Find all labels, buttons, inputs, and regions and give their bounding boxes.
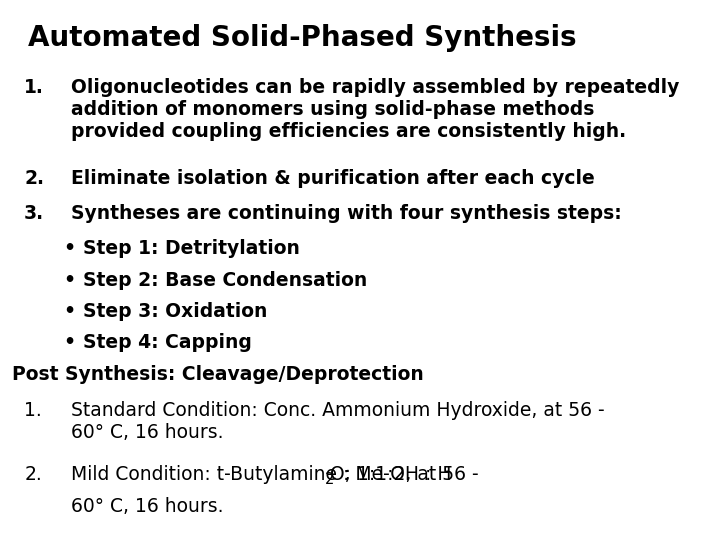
Text: •: • bbox=[63, 302, 76, 321]
Text: •: • bbox=[63, 333, 76, 352]
Text: 1.: 1. bbox=[24, 78, 44, 97]
Text: 2.: 2. bbox=[24, 169, 44, 188]
Text: 2: 2 bbox=[325, 472, 334, 487]
Text: Syntheses are continuing with four synthesis steps:: Syntheses are continuing with four synth… bbox=[71, 204, 622, 223]
Text: Post Synthesis: Cleavage/Deprotection: Post Synthesis: Cleavage/Deprotection bbox=[12, 364, 424, 383]
Text: •: • bbox=[63, 271, 76, 289]
Text: O; 1:1:2, at 56 -: O; 1:1:2, at 56 - bbox=[330, 465, 478, 484]
Text: 60° C, 16 hours.: 60° C, 16 hours. bbox=[71, 497, 224, 516]
Text: 1.: 1. bbox=[24, 401, 42, 420]
Text: 2.: 2. bbox=[24, 465, 42, 484]
Text: •: • bbox=[63, 239, 76, 258]
Text: Standard Condition: Conc. Ammonium Hydroxide, at 56 -
60° C, 16 hours.: Standard Condition: Conc. Ammonium Hydro… bbox=[71, 401, 605, 442]
Text: Step 1: Detritylation: Step 1: Detritylation bbox=[84, 239, 300, 258]
Text: Oligonucleotides can be rapidly assembled by repeatedly
addition of monomers usi: Oligonucleotides can be rapidly assemble… bbox=[71, 78, 680, 141]
Text: 3.: 3. bbox=[24, 204, 44, 223]
Text: Step 2: Base Condensation: Step 2: Base Condensation bbox=[84, 271, 368, 289]
Text: Automated Solid-Phased Synthesis: Automated Solid-Phased Synthesis bbox=[27, 24, 576, 52]
Text: Step 4: Capping: Step 4: Capping bbox=[84, 333, 252, 352]
Text: Eliminate isolation & purification after each cycle: Eliminate isolation & purification after… bbox=[71, 169, 595, 188]
Text: Step 3: Oxidation: Step 3: Oxidation bbox=[84, 302, 268, 321]
Text: Mild Condition: t-Butylamine : Me-OH : H: Mild Condition: t-Butylamine : Me-OH : H bbox=[71, 465, 451, 484]
